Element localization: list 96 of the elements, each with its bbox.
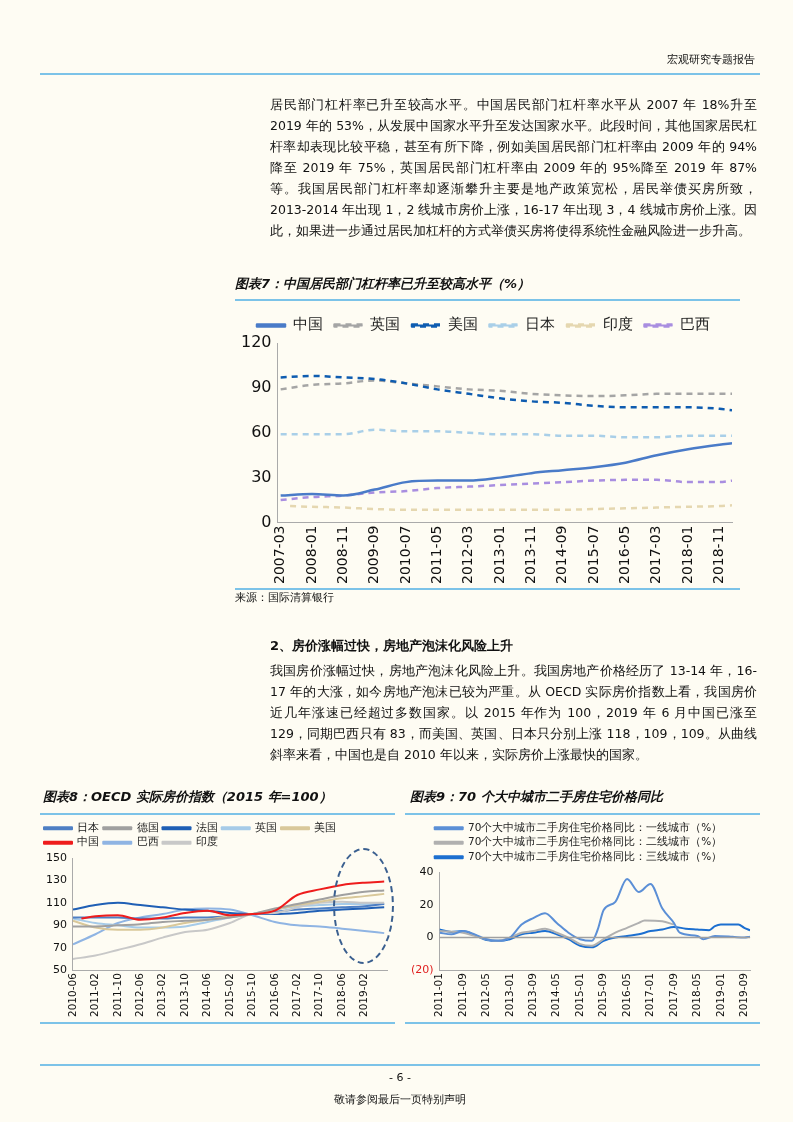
line-series (439, 878, 751, 942)
x-tick-label: 2013-09 (526, 973, 539, 1017)
y-tick-label: 0 (426, 930, 434, 944)
line-series (73, 900, 386, 960)
y-tick-label: 0 (261, 511, 272, 531)
x-tick-label: 2011-09 (455, 973, 468, 1017)
x-tick-label: 2007-03 (271, 525, 288, 584)
legend-label: 德国 (136, 820, 159, 833)
legend-label: 印度 (195, 835, 218, 848)
chart-title: 图表7：中国居民部门杠杆率已升至较高水平（%） (235, 275, 532, 293)
legend-label: 美国 (314, 820, 337, 833)
line-series (279, 441, 732, 497)
x-tick-label: 2011-05 (428, 525, 445, 584)
x-tick-label: 2008-11 (334, 525, 350, 584)
y-tick-label: (20) (410, 962, 434, 976)
x-tick-label: 2015-09 (596, 973, 609, 1017)
x-tick-label: 2016-05 (616, 525, 633, 584)
line-series (279, 478, 732, 502)
text: 居民部门杠杆率已升至较高水平。中国居民部门杠杆率水平从 2007 年 18%升至 2019 年的 53%，从发展中国家水平升至发达国家水平。此段时间，其他国家居民杠杆率却表现比较平稳，甚至有所下降，例如美国居民部门杠杆率由 2009 年的 94%降至 2019 年 75%，英国居民部门杠杆率由 2009 年的 95%降至 2019 年 87%等。我国居民部门杠杆率却逐渐攀升主要是地产政策宽松，居民举债买房所致，2013-2014 年出现 1，2 线城市房价上涨，16-17 年出现 3，4 线城市房价上涨。因此，如果进一步通过居民加杠杆的方式举债买房将使得系统性金融风险进一步升高。 (270, 96, 757, 240)
x-tick-label: 2014-05 (549, 973, 562, 1017)
text: - 6 - (388, 1071, 412, 1084)
legend-label: 中国 (77, 835, 100, 848)
legend-label: 中国 (292, 315, 323, 334)
y-tick-label: 30 (251, 466, 272, 486)
x-tick-label: 2018-06 (334, 972, 347, 1017)
x-tick-label: 2011-01 (432, 973, 445, 1017)
x-tick-label: 2013-02 (155, 973, 168, 1017)
line-series (279, 374, 732, 412)
x-tick-label: 2017-01 (643, 973, 656, 1017)
x-tick-label: 2013-11 (522, 525, 539, 584)
y-tick-label: 60 (251, 421, 272, 441)
y-tick-label: 90 (251, 377, 272, 397)
y-tick-label: 110 (46, 895, 67, 909)
line-series (439, 923, 751, 949)
text: 敬请参阅最后一页特别声明 (333, 1092, 467, 1107)
line-series (80, 880, 386, 921)
x-tick-label: 2018-01 (678, 525, 695, 584)
x-tick-label: 2013-10 (177, 973, 190, 1017)
y-tick-label: 130 (46, 873, 67, 887)
x-tick-label: 2009-09 (365, 525, 382, 584)
line-series (73, 901, 386, 916)
x-tick-label: 2015-02 (222, 973, 235, 1017)
legend-label: 70个大中城市二手房住宅价格同比：二线城市（%） (467, 835, 723, 848)
x-tick-label: 2017-10 (312, 973, 325, 1017)
legend-label: 日本 (77, 820, 100, 833)
chart-title: 图表9：70 个大中城市二手房住宅价格同比 (410, 788, 665, 806)
legend-label: 英国 (370, 315, 400, 334)
x-tick-label: 2012-06 (133, 972, 146, 1017)
y-tick-label: 20 (419, 897, 434, 911)
x-tick-label: 2013-01 (502, 973, 515, 1017)
x-tick-label: 2011-02 (88, 973, 101, 1017)
y-tick-label: 150 (46, 850, 67, 864)
legend-label: 日本 (525, 315, 555, 334)
chart-title: 图表8：OECD 实际房价指数（2015 年=100） (43, 788, 333, 806)
x-tick-label: 2017-09 (666, 973, 679, 1017)
x-tick-label: 2012-05 (479, 973, 492, 1017)
x-tick-label: 2015-07 (584, 525, 601, 584)
y-tick-label: 90 (53, 918, 67, 932)
x-tick-label: 2015-10 (245, 973, 258, 1017)
x-tick-label: 2012-03 (459, 525, 476, 584)
x-tick-label: 2018-05 (690, 973, 703, 1017)
legend-label: 法国 (195, 820, 218, 833)
x-tick-label: 2018-11 (710, 525, 727, 584)
x-tick-label: 2010-07 (396, 525, 413, 584)
y-tick-label: 40 (419, 865, 434, 879)
legend-label: 70个大中城市二手房住宅价格同比：三线城市（%） (467, 849, 723, 862)
y-tick-label: 120 (240, 332, 272, 352)
line-series (73, 907, 386, 946)
x-tick-label: 2014-09 (553, 525, 570, 584)
y-tick-label: 50 (53, 962, 67, 976)
line-series (279, 428, 732, 439)
legend-label: 70个大中城市二手房住宅价格同比：一线城市（%） (467, 820, 723, 833)
x-tick-label: 2019-09 (736, 973, 749, 1017)
x-tick-label: 2013-01 (490, 525, 507, 584)
y-tick-label: 70 (53, 940, 67, 954)
x-tick-label: 2016-06 (267, 972, 280, 1017)
x-tick-label: 2015-01 (572, 973, 585, 1017)
x-tick-label: 2011-10 (110, 973, 123, 1017)
legend-label: 美国 (447, 315, 478, 334)
legend-label: 印度 (602, 315, 633, 334)
x-tick-label: 2019-01 (713, 973, 726, 1017)
text: 我国房价涨幅过快，房地产泡沫化风险上升。我国房地产价格经历了 13-14 年，16-17 年的大涨，如今房地产泡沫已较为严重。从 OECD 实际房价指数上看，我国房价近几年涨速已经超过多数国家。以 2015 年作为 100，2019 年 6 月中国已涨至 129，同期巴西只有 83，而美国、英国、日本只分别上涨 118，109，109。从曲线斜率来看，中国也是自 2010 年以来，实际房价上涨最快的国家。 (270, 662, 757, 764)
text: 宏观研究专题报告 (666, 52, 755, 67)
line-series (279, 379, 732, 398)
text: 2、房价涨幅过快，房地产泡沫化风险上升 (270, 637, 515, 655)
legend-label: 巴西 (136, 835, 159, 848)
source-note: 来源：国际清算银行 (235, 591, 335, 605)
x-tick-label: 2008-01 (302, 525, 319, 584)
x-tick-label: 2017-03 (647, 525, 664, 584)
legend-label: 巴西 (680, 315, 710, 334)
x-tick-label: 2016-05 (619, 973, 632, 1017)
legend-label: 英国 (255, 820, 277, 833)
x-tick-label: 2017-02 (290, 973, 303, 1017)
x-tick-label: 2014-06 (200, 972, 213, 1017)
x-tick-label: 2010-06 (65, 972, 78, 1017)
x-tick-label: 2019-02 (357, 973, 370, 1017)
